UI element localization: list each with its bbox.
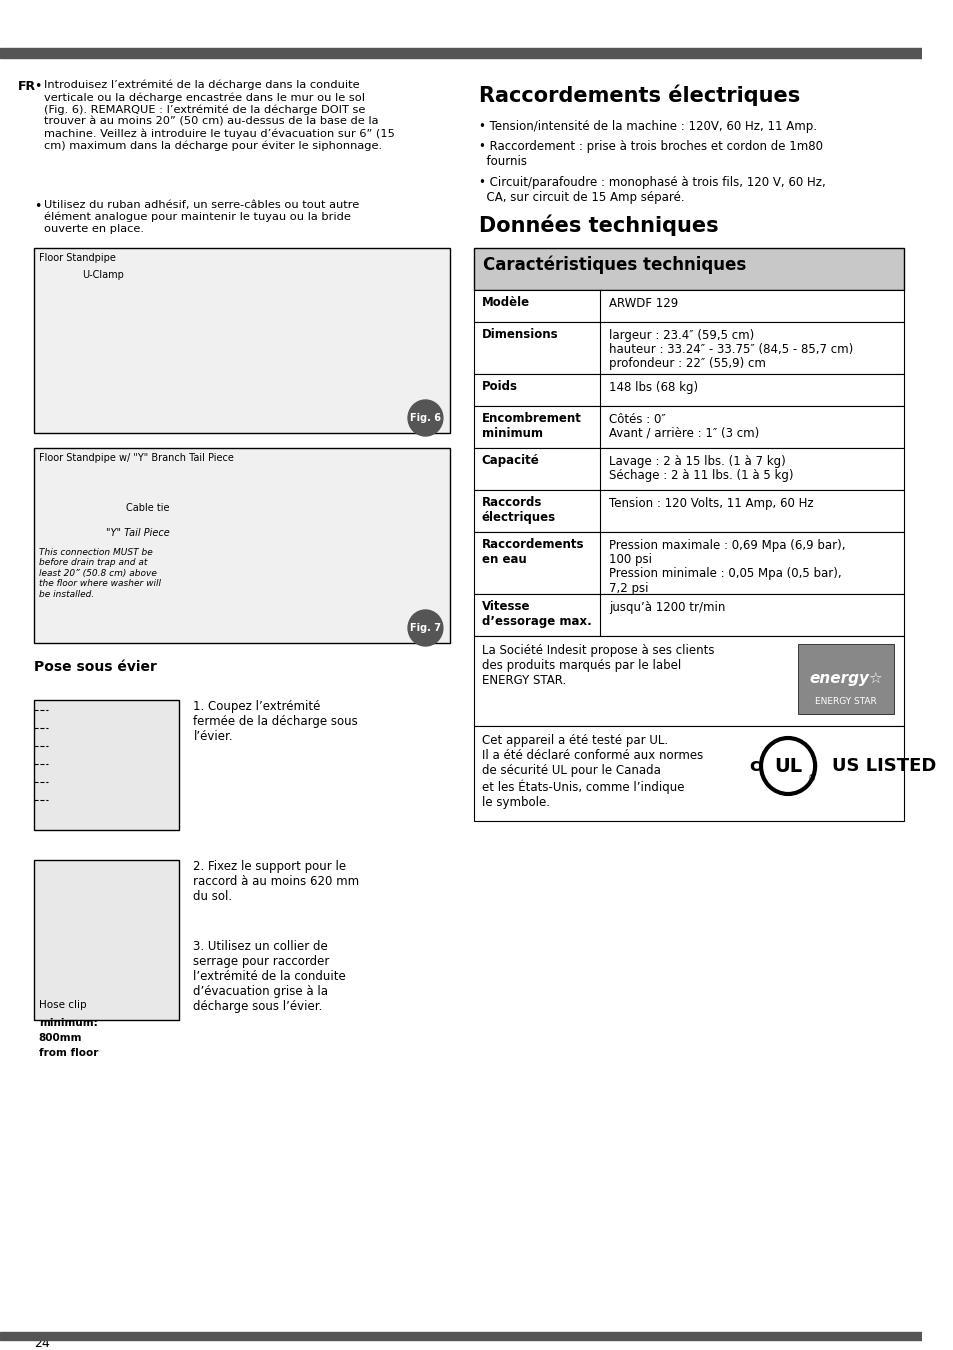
Bar: [0, 49, 922, 58]
Text: 24: 24: [33, 1336, 50, 1350]
Text: 100 psi: 100 psi: [609, 554, 652, 566]
Text: 1. Coupez l’extrémité
fermée de la décharge sous
l’évier.: 1. Coupez l’extrémité fermée de la décha…: [193, 701, 357, 742]
Bar: [33, 860, 179, 1021]
Text: La Société Indesit propose à ses clients
des produits marqués par le label
ENERG: La Société Indesit propose à ses clients…: [481, 644, 713, 687]
Text: Avant / arrière : 1″ (3 cm): Avant / arrière : 1″ (3 cm): [609, 427, 759, 440]
Text: 148 lbs (68 kg): 148 lbs (68 kg): [609, 381, 698, 394]
Text: Floor Standpipe: Floor Standpipe: [39, 252, 115, 263]
Text: hauteur : 33.24″ - 33.75″ (84,5 - 85,7 cm): hauteur : 33.24″ - 33.75″ (84,5 - 85,7 c…: [609, 343, 853, 356]
Bar: [474, 532, 903, 594]
Text: 3. Utilisez un collier de
serrage pour raccorder
l’extrémité de la conduite
d’év: 3. Utilisez un collier de serrage pour r…: [193, 940, 346, 1012]
Text: Tension : 120 Volts, 11 Amp, 60 Hz: Tension : 120 Volts, 11 Amp, 60 Hz: [609, 497, 813, 510]
Text: •: •: [33, 80, 41, 93]
Text: largeur : 23.4″ (59,5 cm): largeur : 23.4″ (59,5 cm): [609, 329, 754, 342]
Text: Cable tie: Cable tie: [126, 504, 169, 513]
Text: Raccordements électriques: Raccordements électriques: [478, 85, 799, 107]
Text: Fig. 7: Fig. 7: [410, 622, 440, 633]
Text: energy☆: energy☆: [808, 671, 882, 687]
Bar: [474, 290, 903, 323]
Bar: [33, 701, 179, 830]
Text: • Tension/intensité de la machine : 120V, 60 Hz, 11 Amp.: • Tension/intensité de la machine : 120V…: [478, 120, 816, 134]
Text: Raccords
électriques: Raccords électriques: [481, 495, 555, 524]
Text: •: •: [33, 200, 41, 213]
Bar: [474, 594, 903, 636]
Text: Capacité: Capacité: [481, 454, 538, 467]
Bar: [474, 636, 903, 726]
Text: UL: UL: [773, 756, 801, 775]
Bar: [33, 248, 449, 433]
Text: Fig. 6: Fig. 6: [410, 413, 440, 423]
Text: ENERGY STAR: ENERGY STAR: [815, 698, 876, 706]
Text: Dimensions: Dimensions: [481, 328, 558, 342]
Bar: [474, 490, 903, 532]
Text: Vitesse
d’essorage max.: Vitesse d’essorage max.: [481, 599, 591, 628]
Text: ARWDF 129: ARWDF 129: [609, 297, 678, 310]
Bar: [33, 448, 449, 643]
Bar: [0, 1332, 922, 1341]
Text: profondeur : 22″ (55,9) cm: profondeur : 22″ (55,9) cm: [609, 356, 765, 370]
Text: Hose clip: Hose clip: [39, 1000, 86, 1010]
Bar: [474, 374, 903, 406]
Bar: [474, 248, 903, 290]
Text: jusqu’à 1200 tr/min: jusqu’à 1200 tr/min: [609, 601, 725, 614]
Text: Côtés : 0″: Côtés : 0″: [609, 413, 665, 427]
Text: This connection MUST be
before drain trap and at
least 20” (50.8 cm) above
the f: This connection MUST be before drain tra…: [39, 548, 160, 598]
Text: Raccordements
en eau: Raccordements en eau: [481, 539, 583, 566]
Text: minimum:: minimum:: [39, 1018, 97, 1027]
Text: Encombrement
minimum: Encombrement minimum: [481, 412, 580, 440]
Text: Données techniques: Données techniques: [478, 215, 718, 236]
Bar: [474, 726, 903, 821]
Bar: [474, 323, 903, 374]
Circle shape: [408, 610, 442, 647]
Text: • Raccordement : prise à trois broches et cordon de 1m80
  fournis: • Raccordement : prise à trois broches e…: [478, 140, 821, 167]
Text: ®: ®: [807, 775, 816, 783]
Text: 2. Fixez le support pour le
raccord à au moins 620 mm
du sol.: 2. Fixez le support pour le raccord à au…: [193, 860, 359, 903]
Bar: [797, 644, 894, 714]
Text: U-Clamp: U-Clamp: [82, 270, 124, 279]
Text: Poids: Poids: [481, 379, 517, 393]
Text: US LISTED: US LISTED: [831, 757, 935, 775]
Text: Modèle: Modèle: [481, 296, 529, 309]
Text: Utilisez du ruban adhésif, un serre-câbles ou tout autre
élément analogue pour m: Utilisez du ruban adhésif, un serre-câbl…: [44, 200, 358, 234]
Circle shape: [408, 400, 442, 436]
Text: 800mm: 800mm: [39, 1033, 82, 1044]
Text: from floor: from floor: [39, 1048, 98, 1058]
Text: Séchage : 2 à 11 lbs. (1 à 5 kg): Séchage : 2 à 11 lbs. (1 à 5 kg): [609, 468, 793, 482]
Text: Lavage : 2 à 15 lbs. (1 à 7 kg): Lavage : 2 à 15 lbs. (1 à 7 kg): [609, 455, 785, 468]
Text: Pression maximale : 0,69 Mpa (6,9 bar),: Pression maximale : 0,69 Mpa (6,9 bar),: [609, 539, 844, 552]
Text: FR: FR: [17, 80, 35, 93]
Text: "Y" Tail Piece: "Y" Tail Piece: [106, 528, 170, 539]
Text: Introduisez l’extrémité de la décharge dans la conduite
verticale ou la décharge: Introduisez l’extrémité de la décharge d…: [44, 80, 394, 151]
Text: Cet appareil a été testé par UL.
Il a été déclaré conformé aux normes
de sécurit: Cet appareil a été testé par UL. Il a ét…: [481, 734, 702, 809]
Text: Floor Standpipe w/ "Y" Branch Tail Piece: Floor Standpipe w/ "Y" Branch Tail Piece: [39, 454, 233, 463]
Bar: [474, 406, 903, 448]
Text: Caractéristiques techniques: Caractéristiques techniques: [483, 256, 746, 274]
Text: c: c: [748, 757, 759, 775]
Bar: [474, 448, 903, 490]
Text: Pression minimale : 0,05 Mpa (0,5 bar),
7,2 psi: Pression minimale : 0,05 Mpa (0,5 bar), …: [609, 567, 841, 595]
Text: Pose sous évier: Pose sous évier: [33, 660, 156, 674]
Text: • Circuit/parafoudre : monophasé à trois fils, 120 V, 60 Hz,
  CA, sur circuit d: • Circuit/parafoudre : monophasé à trois…: [478, 176, 824, 204]
